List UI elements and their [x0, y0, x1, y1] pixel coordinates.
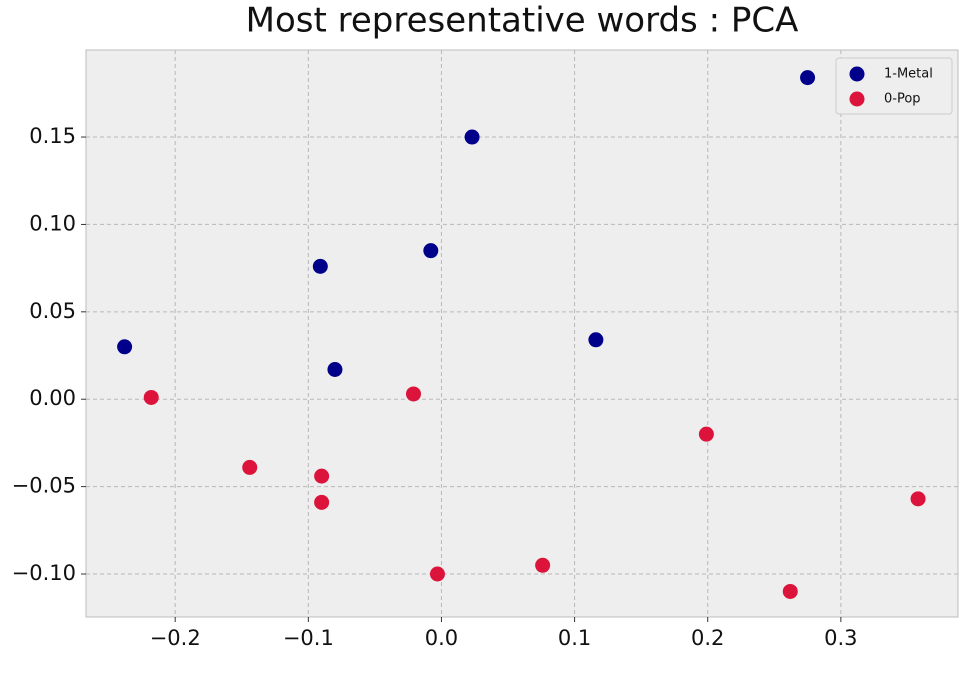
point: [314, 494, 330, 510]
point: [312, 258, 328, 274]
point: [117, 339, 133, 355]
chart-title: Most representative words : PCA: [246, 1, 799, 41]
point: [588, 332, 604, 348]
point: [464, 129, 480, 145]
x-tick-label: 0.2: [691, 626, 724, 650]
legend-marker: [849, 91, 865, 107]
point: [910, 491, 926, 507]
point: [143, 389, 159, 405]
y-tick-label: −0.05: [12, 474, 76, 498]
x-tick-label: 0.0: [425, 626, 458, 650]
point: [535, 557, 551, 573]
plot-area: [85, 49, 959, 618]
y-tick-label: 0.05: [29, 299, 76, 323]
point: [800, 70, 816, 86]
legend-label: 1-Metal: [884, 67, 933, 82]
y-tick-label: 0.10: [29, 211, 76, 235]
x-tick-label: −0.1: [283, 626, 334, 650]
point: [242, 459, 258, 475]
point: [405, 386, 421, 402]
point: [327, 362, 343, 378]
point: [314, 468, 330, 484]
y-tick-label: 0.15: [29, 124, 76, 148]
x-tick-label: 0.1: [558, 626, 591, 650]
point: [423, 243, 439, 259]
x-tick-label: 0.3: [824, 626, 857, 650]
point: [698, 426, 714, 442]
x-tick-label: −0.2: [150, 626, 201, 650]
legend-marker: [849, 66, 865, 82]
legend-box: [835, 57, 953, 115]
point: [782, 583, 798, 599]
legend-label: 0-Pop: [884, 92, 921, 107]
y-tick-label: −0.10: [12, 561, 76, 585]
y-tick-label: 0.00: [29, 386, 76, 410]
point: [429, 566, 445, 582]
